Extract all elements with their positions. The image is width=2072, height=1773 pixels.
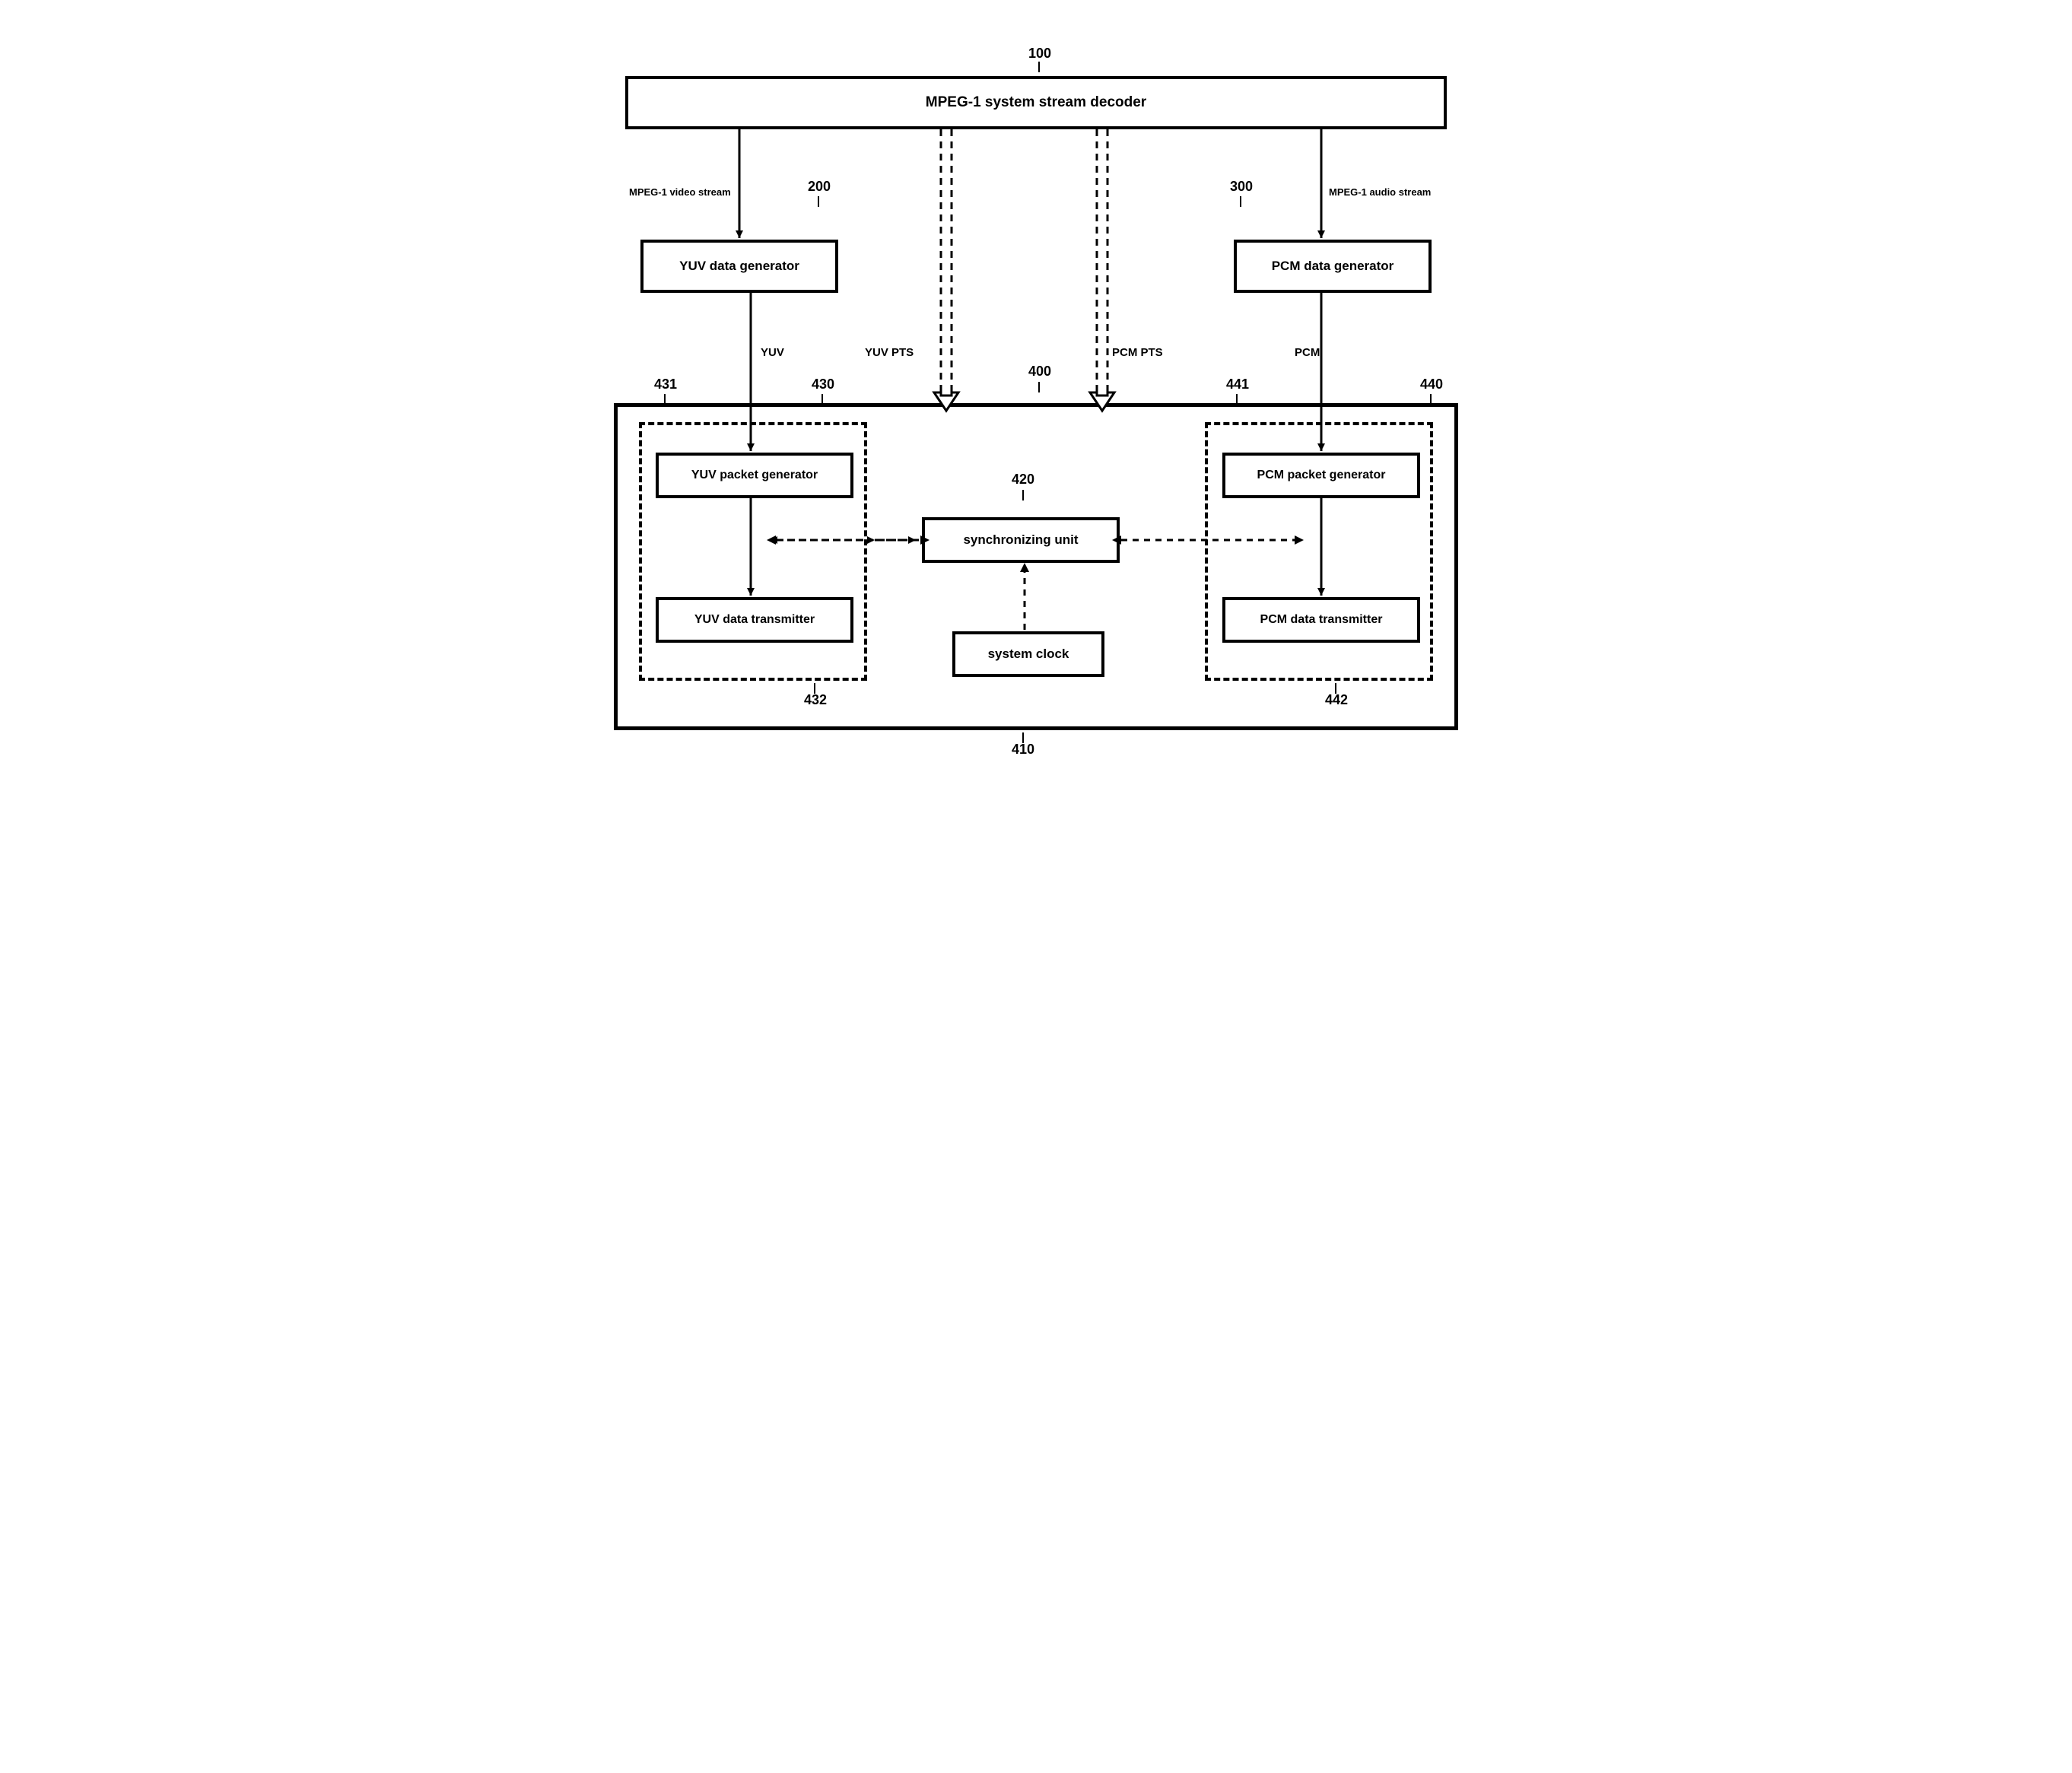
ref-tick xyxy=(1038,62,1040,72)
ref-410: 410 xyxy=(1012,742,1034,758)
audio-stream-label: MPEG-1 audio stream xyxy=(1329,186,1431,198)
yuv-label: YUV xyxy=(761,346,784,359)
yuv-data-transmitter-label: YUV data transmitter xyxy=(694,613,815,627)
ref-300: 300 xyxy=(1230,179,1253,195)
system-clock-label: system clock xyxy=(988,647,1069,662)
yuv-data-transmitter-box: YUV data transmitter xyxy=(656,597,853,643)
yuv-packet-generator-box: YUV packet generator xyxy=(656,453,853,498)
pcm-data-transmitter-box: PCM data transmitter xyxy=(1222,597,1420,643)
ref-440: 440 xyxy=(1420,377,1443,392)
ref-tick xyxy=(821,394,823,405)
video-stream-label: MPEG-1 video stream xyxy=(629,186,731,198)
system-clock-box: system clock xyxy=(952,631,1104,677)
ref-tick xyxy=(664,394,666,405)
ref-tick xyxy=(818,196,819,207)
ref-tick xyxy=(1236,394,1238,405)
yuv-generator-label: YUV data generator xyxy=(679,259,799,274)
ref-420: 420 xyxy=(1012,472,1034,488)
mpeg-decoder-diagram: 100 MPEG-1 system stream decoder 200 YUV… xyxy=(580,30,1492,791)
pcm-packet-generator-label: PCM packet generator xyxy=(1257,469,1386,482)
pcm-generator-label: PCM data generator xyxy=(1272,259,1394,274)
pcm-data-transmitter-label: PCM data transmitter xyxy=(1260,613,1383,627)
yuv-pts-label: YUV PTS xyxy=(865,346,914,359)
synchronizing-unit-box: synchronizing unit xyxy=(922,517,1120,563)
decoder-label: MPEG-1 system stream decoder xyxy=(926,94,1146,111)
ref-442: 442 xyxy=(1325,692,1348,708)
pcm-generator-box: PCM data generator xyxy=(1234,240,1432,293)
decoder-box: MPEG-1 system stream decoder xyxy=(625,76,1447,129)
ref-432: 432 xyxy=(804,692,827,708)
ref-441: 441 xyxy=(1226,377,1249,392)
pcm-label: PCM xyxy=(1295,346,1320,359)
ref-100: 100 xyxy=(1028,46,1051,62)
ref-tick xyxy=(1240,196,1241,207)
ref-tick xyxy=(1038,382,1040,392)
ref-200: 200 xyxy=(808,179,831,195)
yuv-packet-generator-label: YUV packet generator xyxy=(691,469,818,482)
pcm-packet-generator-box: PCM packet generator xyxy=(1222,453,1420,498)
ref-tick xyxy=(1022,490,1024,500)
ref-tick xyxy=(1430,394,1432,405)
ref-431: 431 xyxy=(654,377,677,392)
pcm-pts-label: PCM PTS xyxy=(1112,346,1163,359)
ref-430: 430 xyxy=(812,377,834,392)
ref-400: 400 xyxy=(1028,364,1051,380)
yuv-generator-box: YUV data generator xyxy=(640,240,838,293)
synchronizing-unit-label: synchronizing unit xyxy=(963,532,1078,548)
